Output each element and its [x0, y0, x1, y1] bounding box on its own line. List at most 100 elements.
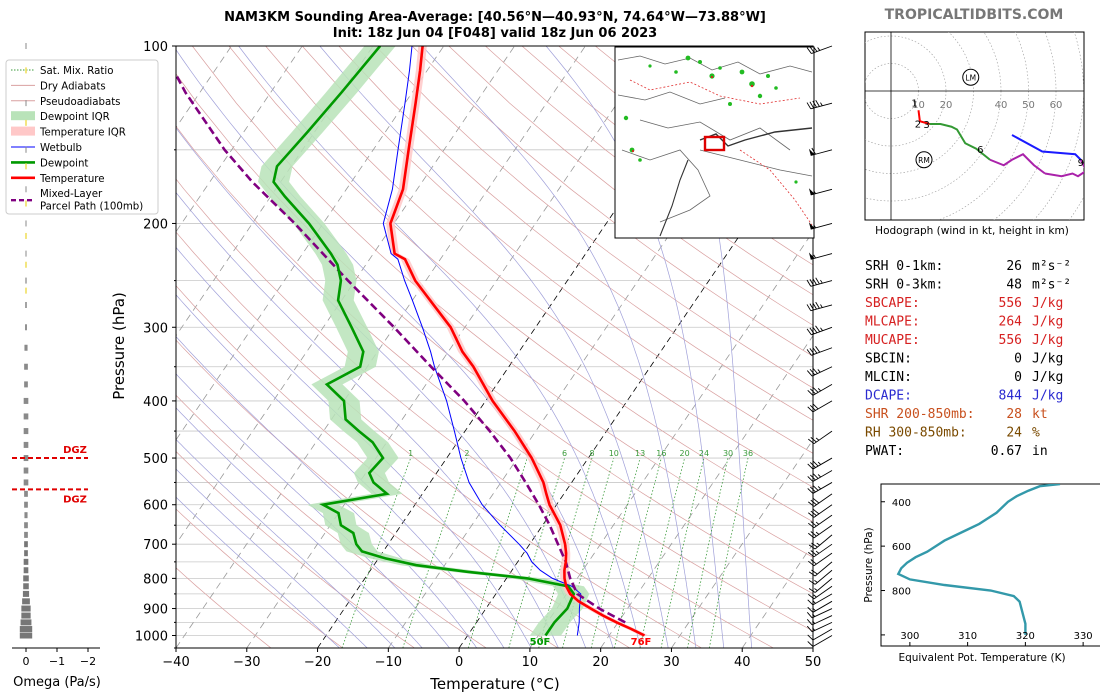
legend-label: Temperature IQR [39, 128, 126, 139]
parameter-label: PWAT: [865, 444, 904, 459]
wind-barb-staff [814, 569, 833, 585]
wind-barb-feather [809, 101, 815, 109]
wind-barb [806, 346, 833, 356]
dewpoint-line [272, 46, 576, 637]
wind-barb-staff [812, 457, 833, 470]
omega-bar [23, 397, 29, 404]
hodograph-segment-upper [1011, 134, 1082, 161]
legend-label: Dewpoint [40, 158, 88, 169]
wind-barb-feather [808, 560, 815, 567]
wind-barb [808, 514, 833, 529]
parameter-value: 556 [999, 333, 1022, 348]
x-tick-label: 0 [455, 655, 463, 670]
mixing-ratio-label: 2 [464, 449, 469, 458]
wind-barb-feather [812, 498, 820, 504]
wind-barb [806, 621, 833, 633]
wind-barb-staff [814, 534, 833, 550]
mixing-ratio-line [508, 457, 565, 648]
dry-adiabat [176, 339, 559, 648]
wind-barb-feather [812, 45, 818, 52]
hodograph-rings: 10 20 40 50 60 [865, 32, 1084, 220]
parameter-unit: m²s⁻² [1032, 278, 1071, 293]
parameter-value: 0 [1014, 352, 1022, 367]
hodograph-segment-6-9km [989, 153, 1046, 175]
omega-bar [23, 441, 29, 448]
parameter-value: 24 [1006, 426, 1022, 441]
wind-barb-staff [813, 543, 833, 558]
omega-bar-small [25, 163, 27, 170]
isotherm [600, 335, 813, 648]
y-tick-label: 700 [143, 538, 168, 553]
dry-adiabat [448, 46, 813, 326]
parameter-label: MUCAPE: [865, 333, 920, 348]
wind-barb-staff [813, 430, 833, 445]
mixing-ratio-label: 30 [723, 449, 733, 458]
wind-barb-pennant [808, 252, 815, 260]
wind-barb [808, 504, 833, 518]
wind-barb-staff [812, 600, 833, 613]
wind-barb [808, 561, 833, 577]
wind-barb [806, 608, 833, 619]
parameter-label: SBCAPE: [865, 296, 920, 311]
mixing-ratio-label: 20 [680, 449, 690, 458]
omega-bar-small [25, 232, 27, 239]
wind-barb-feather [806, 279, 812, 287]
wind-barb-half-feather [815, 550, 820, 554]
wind-barb-feather [807, 476, 814, 482]
wind-barb-feather [812, 508, 820, 515]
wind-barb-staff [811, 615, 833, 626]
mixing-ratio-line [402, 457, 468, 648]
mixing-ratio-line [614, 457, 662, 648]
wind-barb-feather [810, 388, 816, 395]
wind-barb-half-feather [813, 190, 816, 194]
legend-label: Dewpoint IQR [40, 112, 110, 123]
pseudoadiabat [176, 496, 340, 648]
dry-adiabat [375, 46, 813, 389]
omega-bar [21, 612, 31, 619]
wind-barb-feather [806, 612, 813, 619]
mixing-ratio-line [660, 457, 705, 648]
hodograph-frame [864, 31, 1085, 221]
pseudoadiabat [176, 438, 396, 648]
parameter-label: DCAPE: [865, 389, 912, 404]
wind-barb-staff [813, 514, 833, 529]
parameter-value: 0.67 [991, 444, 1022, 459]
y-tick-label: 400 [143, 395, 168, 410]
parameter-label: SRH 0-1km: [865, 259, 943, 274]
omega-bar [24, 541, 28, 548]
omega-tick-label: −2 [80, 655, 96, 668]
dry-adiabat [338, 46, 813, 421]
legend-label: Temperature [39, 174, 105, 185]
pseudoadiabat [176, 407, 423, 648]
inset-map [614, 46, 815, 239]
wind-barb-staff [814, 578, 833, 593]
wind-barb-feather [810, 405, 816, 411]
wind-barb-feather [810, 521, 817, 527]
omega-bar [24, 550, 28, 557]
wind-barb-feather [811, 542, 818, 548]
isotherm [671, 439, 813, 648]
wind-barb-feather [808, 551, 815, 558]
parameter-unit: J/kg [1032, 296, 1063, 311]
omega-bar [20, 619, 32, 626]
temperature-line [389, 46, 646, 637]
parameter-unit: J/kg [1032, 333, 1063, 348]
pseudoadiabat [176, 468, 368, 648]
storm-motion-label: LM [965, 73, 976, 82]
hodograph-height-label: 9 [1078, 158, 1084, 169]
legend-label: Mixed-Layer [40, 189, 103, 200]
wind-barb-feather [812, 403, 819, 410]
wind-barb [808, 569, 833, 585]
y-tick-label: 600 [143, 499, 168, 514]
omega-bar-small [25, 67, 27, 74]
wind-barb-half-feather [815, 437, 820, 441]
wind-barb-staff [811, 326, 833, 336]
hodograph-ring-label: 40 [995, 100, 1008, 111]
hodograph-height-label: 3 [923, 120, 929, 131]
legend-label: Wetbulb [40, 143, 82, 154]
pseudoadiabat [176, 246, 532, 648]
dry-adiabat [176, 567, 272, 648]
omega-bar [25, 324, 27, 331]
parameter-value: 0 [1014, 370, 1022, 385]
omega-bar [23, 558, 29, 565]
